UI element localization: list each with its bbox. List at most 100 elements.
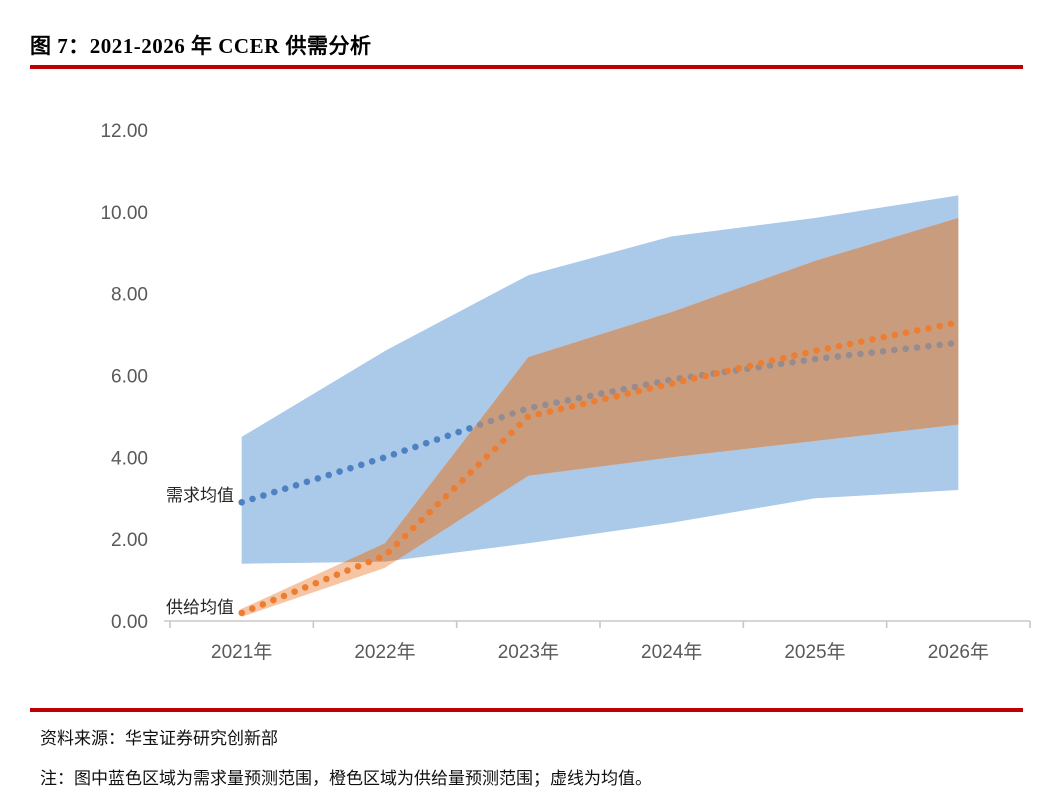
demand-mean-dot (789, 359, 796, 366)
supply-mean-dot (393, 540, 401, 548)
supply-mean-dot (780, 354, 787, 362)
demand-mean-dot (542, 401, 549, 409)
supply-mean-dot (401, 532, 409, 540)
demand-mean-dot (358, 461, 365, 469)
supply-mean-dot (746, 362, 754, 370)
supply-mean-dot (333, 571, 341, 578)
supply-mean-dot (475, 461, 483, 468)
demand-mean-dot (390, 451, 398, 458)
demand-mean-dot (455, 428, 462, 436)
demand-mean-dot (947, 340, 955, 347)
footer-divider-rule (30, 708, 1023, 712)
demand-mean-dot (314, 475, 322, 482)
x-axis-tick-label: 2026年 (928, 641, 989, 663)
supply-mean-dot (824, 345, 832, 352)
supply-mean-dot (546, 408, 554, 415)
demand-mean-dot (902, 345, 909, 353)
x-axis-tick-label: 2022年 (354, 641, 415, 663)
supply-mean-dot (524, 413, 532, 421)
supply-mean-dot (410, 524, 417, 532)
supply-mean-dot (557, 405, 565, 413)
demand-mean-dot (249, 495, 256, 503)
supply-mean-dot (691, 375, 698, 382)
supply-mean-dot (568, 403, 576, 410)
x-axis-tick-label: 2023年 (498, 641, 559, 663)
supply-mean-dot (344, 567, 351, 574)
supply-mean-dot (467, 469, 474, 476)
supply-mean-dot (891, 331, 899, 339)
supply-mean-dot (679, 377, 687, 385)
supply-mean-dot (869, 336, 876, 343)
supply-mean-dot (936, 322, 943, 330)
supply-mean-dot (291, 588, 298, 595)
demand-mean-dot (466, 425, 473, 432)
supply-mean-dot (516, 421, 523, 429)
supply-mean-dot (280, 592, 288, 600)
supply-mean-dot (591, 398, 598, 405)
supply-mean-dot (301, 584, 309, 591)
supply-mean-dot (802, 349, 809, 357)
supply-mean-dot (535, 410, 543, 418)
note-text: 注：图中蓝色区域为需求量预测范围，橙色区域为供给量预测范围；虚线为均值。 (40, 769, 652, 788)
demand-mean-label: 需求均值 (166, 486, 234, 505)
supply-mean-dot (791, 352, 798, 359)
demand-mean-dot (520, 406, 527, 414)
demand-mean-dot (800, 357, 808, 365)
supply-mean-dot (450, 485, 458, 492)
supply-mean-dot (270, 596, 277, 604)
x-axis-tick-label: 2025年 (784, 641, 845, 663)
supply-mean-dot (668, 380, 676, 387)
supply-mean-dot (646, 385, 654, 392)
figure-title: 图 7：2021-2026 年 CCER 供需分析 (30, 34, 372, 58)
y-axis-tick-label: 6.00 (111, 366, 148, 387)
supply-mean-dot (613, 393, 620, 400)
demand-mean-dot (303, 478, 311, 486)
demand-mean-dot (509, 410, 516, 417)
supply-mean-dot (880, 333, 887, 341)
supply-mean-dot (491, 445, 499, 453)
demand-mean-dot (347, 464, 354, 472)
demand-mean-dot (238, 499, 245, 506)
supply-mean-dot (602, 395, 609, 403)
demand-mean-dot (368, 458, 376, 465)
y-axis-tick-label: 12.00 (100, 121, 148, 142)
supply-mean-dot (259, 601, 267, 608)
demand-mean-dot (260, 492, 267, 499)
demand-mean-dot (609, 388, 616, 395)
demand-mean-dot (575, 394, 583, 402)
demand-mean-dot (444, 432, 452, 440)
supply-mean-dot (426, 508, 434, 516)
supply-mean-dot (365, 558, 373, 566)
demand-mean-dot (336, 468, 343, 475)
demand-mean-dot (422, 439, 430, 447)
x-axis-tick-label: 2021年 (211, 641, 272, 663)
supply-mean-dot (713, 370, 720, 377)
y-axis-tick-label: 4.00 (111, 448, 148, 469)
demand-mean-dot (845, 351, 853, 359)
demand-mean-dot (292, 482, 300, 489)
supply-mean-dot (354, 563, 362, 570)
supply-mean-dot (434, 500, 442, 508)
supply-mean-dot (249, 605, 256, 612)
y-axis-tick-label: 10.00 (100, 203, 148, 224)
supply-mean-dot (724, 367, 731, 375)
demand-mean-dot (271, 488, 278, 496)
supply-mean-dot (459, 477, 466, 484)
demand-mean-dot (487, 417, 495, 425)
supply-mean-dot (483, 453, 491, 460)
supply-mean-dot (635, 387, 643, 395)
demand-mean-dot (868, 349, 875, 356)
supply-mean-dot (835, 342, 843, 350)
supply-mean-dot (902, 329, 910, 337)
demand-mean-dot (531, 403, 538, 411)
supply-mean-dot (508, 429, 515, 437)
supply-mean-dot (323, 575, 330, 583)
supply-mean-dot (702, 372, 709, 380)
demand-mean-dot (401, 447, 408, 454)
title-divider-rule (30, 65, 1023, 69)
supply-mean-dot (418, 516, 425, 524)
y-axis-tick-label: 2.00 (111, 530, 148, 551)
supply-mean-dot (385, 548, 393, 556)
demand-mean-dot (412, 443, 419, 451)
